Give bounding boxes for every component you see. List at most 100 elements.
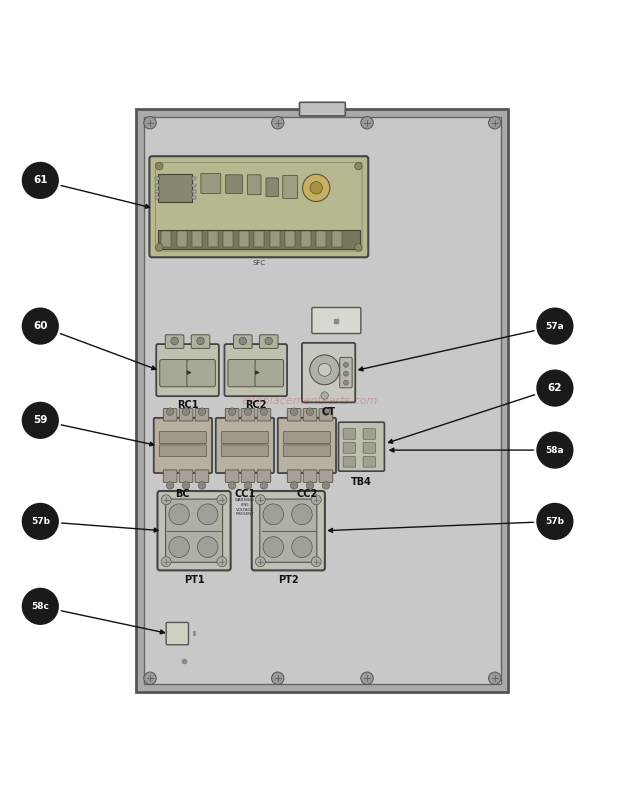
Bar bbox=[155, 177, 159, 180]
FancyBboxPatch shape bbox=[283, 175, 298, 199]
Circle shape bbox=[22, 308, 59, 344]
Text: PT1: PT1 bbox=[184, 575, 205, 586]
Circle shape bbox=[272, 672, 284, 685]
Circle shape bbox=[322, 408, 330, 416]
FancyBboxPatch shape bbox=[319, 470, 333, 482]
Circle shape bbox=[198, 408, 206, 416]
Text: II: II bbox=[192, 630, 196, 637]
Circle shape bbox=[303, 174, 330, 202]
FancyBboxPatch shape bbox=[195, 470, 209, 482]
FancyBboxPatch shape bbox=[191, 335, 210, 348]
FancyBboxPatch shape bbox=[260, 499, 317, 562]
FancyBboxPatch shape bbox=[201, 174, 221, 193]
Circle shape bbox=[536, 369, 574, 407]
Text: CC1: CC1 bbox=[234, 489, 255, 499]
Text: RC1: RC1 bbox=[177, 400, 198, 410]
Text: 62: 62 bbox=[547, 383, 562, 393]
Bar bbox=[192, 231, 202, 248]
Circle shape bbox=[272, 116, 284, 129]
Circle shape bbox=[318, 364, 331, 376]
Circle shape bbox=[290, 408, 298, 416]
FancyBboxPatch shape bbox=[312, 308, 361, 333]
FancyBboxPatch shape bbox=[149, 156, 368, 257]
FancyBboxPatch shape bbox=[159, 445, 206, 457]
Bar bbox=[136, 109, 508, 692]
Bar bbox=[239, 231, 249, 248]
FancyBboxPatch shape bbox=[225, 409, 239, 421]
Text: WARNING
LINE
VOLTAGE
PRESENT: WARNING LINE VOLTAGE PRESENT bbox=[235, 498, 255, 517]
FancyBboxPatch shape bbox=[226, 175, 242, 193]
Bar bbox=[144, 116, 501, 685]
Text: 61: 61 bbox=[33, 175, 48, 185]
FancyBboxPatch shape bbox=[363, 457, 376, 467]
FancyBboxPatch shape bbox=[303, 409, 317, 421]
Circle shape bbox=[255, 495, 265, 505]
FancyBboxPatch shape bbox=[363, 429, 376, 439]
Bar bbox=[192, 190, 196, 193]
Ellipse shape bbox=[198, 537, 218, 557]
Circle shape bbox=[144, 672, 156, 685]
Bar bbox=[192, 177, 196, 180]
Text: 57a: 57a bbox=[546, 321, 564, 331]
Ellipse shape bbox=[263, 504, 283, 525]
Circle shape bbox=[260, 481, 268, 489]
Text: RC2: RC2 bbox=[245, 400, 267, 410]
Circle shape bbox=[260, 408, 268, 416]
Text: TB4: TB4 bbox=[351, 477, 372, 487]
Circle shape bbox=[217, 557, 227, 566]
FancyBboxPatch shape bbox=[302, 343, 355, 402]
Circle shape bbox=[217, 495, 227, 505]
Circle shape bbox=[182, 481, 190, 489]
Bar bbox=[155, 196, 159, 199]
Circle shape bbox=[536, 308, 574, 344]
FancyBboxPatch shape bbox=[156, 344, 219, 396]
Text: 58a: 58a bbox=[546, 445, 564, 455]
FancyBboxPatch shape bbox=[166, 622, 188, 645]
Circle shape bbox=[228, 481, 236, 489]
FancyBboxPatch shape bbox=[228, 360, 257, 387]
FancyBboxPatch shape bbox=[343, 429, 355, 439]
Circle shape bbox=[361, 672, 373, 685]
Circle shape bbox=[255, 557, 265, 566]
Circle shape bbox=[489, 116, 501, 129]
Circle shape bbox=[239, 337, 247, 344]
FancyBboxPatch shape bbox=[224, 344, 287, 396]
Circle shape bbox=[489, 672, 501, 685]
Circle shape bbox=[361, 116, 373, 129]
Circle shape bbox=[355, 163, 362, 170]
FancyBboxPatch shape bbox=[221, 445, 268, 457]
FancyBboxPatch shape bbox=[343, 443, 355, 453]
Circle shape bbox=[310, 355, 340, 384]
Circle shape bbox=[198, 481, 206, 489]
FancyBboxPatch shape bbox=[163, 409, 177, 421]
FancyBboxPatch shape bbox=[225, 470, 239, 482]
Circle shape bbox=[306, 408, 314, 416]
Circle shape bbox=[182, 408, 190, 416]
Text: SFC: SFC bbox=[252, 260, 265, 266]
Ellipse shape bbox=[263, 537, 283, 557]
FancyBboxPatch shape bbox=[154, 418, 212, 473]
Circle shape bbox=[161, 557, 171, 566]
FancyBboxPatch shape bbox=[283, 445, 330, 457]
Circle shape bbox=[311, 557, 321, 566]
FancyBboxPatch shape bbox=[195, 409, 209, 421]
Circle shape bbox=[156, 244, 163, 251]
Circle shape bbox=[244, 408, 252, 416]
FancyBboxPatch shape bbox=[160, 360, 188, 387]
Circle shape bbox=[343, 371, 348, 376]
Circle shape bbox=[306, 481, 314, 489]
Bar bbox=[285, 231, 295, 248]
Ellipse shape bbox=[291, 537, 312, 557]
Text: 57b: 57b bbox=[31, 517, 50, 526]
Bar bbox=[270, 231, 280, 248]
FancyBboxPatch shape bbox=[255, 360, 283, 387]
FancyBboxPatch shape bbox=[278, 418, 336, 473]
FancyBboxPatch shape bbox=[287, 470, 301, 482]
Circle shape bbox=[161, 495, 171, 505]
Ellipse shape bbox=[169, 504, 189, 525]
Circle shape bbox=[22, 503, 59, 540]
Circle shape bbox=[166, 408, 174, 416]
FancyBboxPatch shape bbox=[179, 409, 193, 421]
Bar bbox=[158, 174, 192, 202]
Circle shape bbox=[265, 337, 272, 344]
